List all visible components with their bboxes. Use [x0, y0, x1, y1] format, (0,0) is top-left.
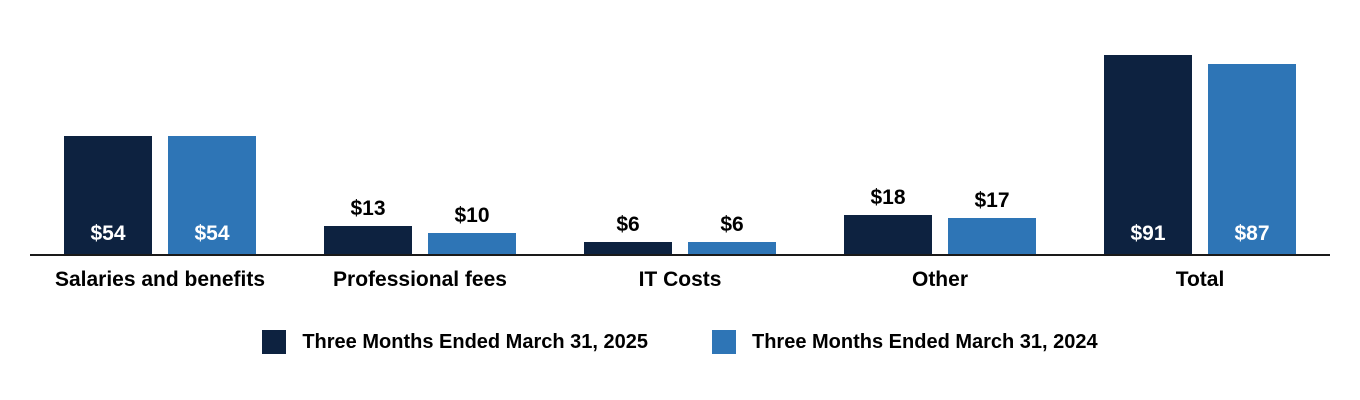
bar-group: $54 $54 — [30, 0, 290, 255]
bar-2025: $91 — [1104, 55, 1192, 255]
bar-group: $6 $6 — [550, 0, 810, 255]
bar-2025: $54 — [64, 136, 152, 255]
bar-2024: $54 — [168, 136, 256, 255]
bar-wrap: $17 — [948, 190, 1036, 255]
category-label: Professional fees — [333, 268, 507, 291]
legend-item-2025: Three Months Ended March 31, 2025 — [262, 330, 648, 354]
legend-label-2025: Three Months Ended March 31, 2025 — [302, 330, 648, 353]
bar-2024 — [688, 242, 776, 255]
bar-wrap: $6 — [584, 214, 672, 255]
value-label: $54 — [194, 222, 230, 245]
legend-item-2024: Three Months Ended March 31, 2024 — [712, 330, 1098, 354]
bar-2025 — [844, 215, 932, 255]
value-label: $10 — [454, 204, 490, 227]
bar-group: $91 $87 — [1070, 0, 1330, 255]
category-label: Total — [1175, 268, 1225, 291]
value-label: $87 — [1234, 222, 1270, 245]
bar-2025 — [584, 242, 672, 255]
category-label: Other — [911, 268, 968, 291]
category-axis-labels: Salaries and benefits Professional fees IT… — [30, 268, 1330, 292]
value-label: $91 — [1130, 222, 1166, 245]
expenses-bar-chart: $54 $54 $13 $10 $6 $6 $18 $17 $91 $87 Salaries an… — [30, 0, 1330, 300]
value-label: $13 — [350, 197, 386, 220]
bar-group: $18 $17 — [810, 0, 1070, 255]
value-label: $54 — [90, 222, 126, 245]
bar-wrap: $54 — [168, 136, 256, 255]
value-label: $6 — [720, 213, 744, 236]
legend-label-2024: Three Months Ended March 31, 2024 — [752, 330, 1098, 353]
value-label: $18 — [870, 186, 906, 209]
bar-2024 — [948, 218, 1036, 255]
bar-wrap: $10 — [428, 205, 516, 255]
bar-wrap: $91 — [1104, 55, 1192, 255]
value-label: $17 — [974, 189, 1010, 212]
legend: Three Months Ended March 31, 2025 Three … — [0, 330, 1360, 354]
x-axis-line — [30, 254, 1330, 256]
legend-swatch-2024 — [712, 330, 736, 354]
plot-area: $54 $54 $13 $10 $6 $6 $18 $17 $91 $87 — [30, 0, 1330, 255]
bar-wrap: $54 — [64, 136, 152, 255]
bar-2024: $87 — [1208, 64, 1296, 255]
category-label: Salaries and benefits — [54, 268, 266, 291]
legend-swatch-2025 — [262, 330, 287, 354]
bar-wrap: $87 — [1208, 64, 1296, 255]
bar-wrap: $18 — [844, 187, 932, 255]
bar-wrap: $6 — [688, 214, 776, 255]
bar-wrap: $13 — [324, 198, 412, 255]
bar-2025 — [324, 226, 412, 255]
category-label: IT Costs — [638, 268, 722, 291]
bar-2024 — [428, 233, 516, 255]
bar-group: $13 $10 — [290, 0, 550, 255]
value-label: $6 — [616, 213, 640, 236]
